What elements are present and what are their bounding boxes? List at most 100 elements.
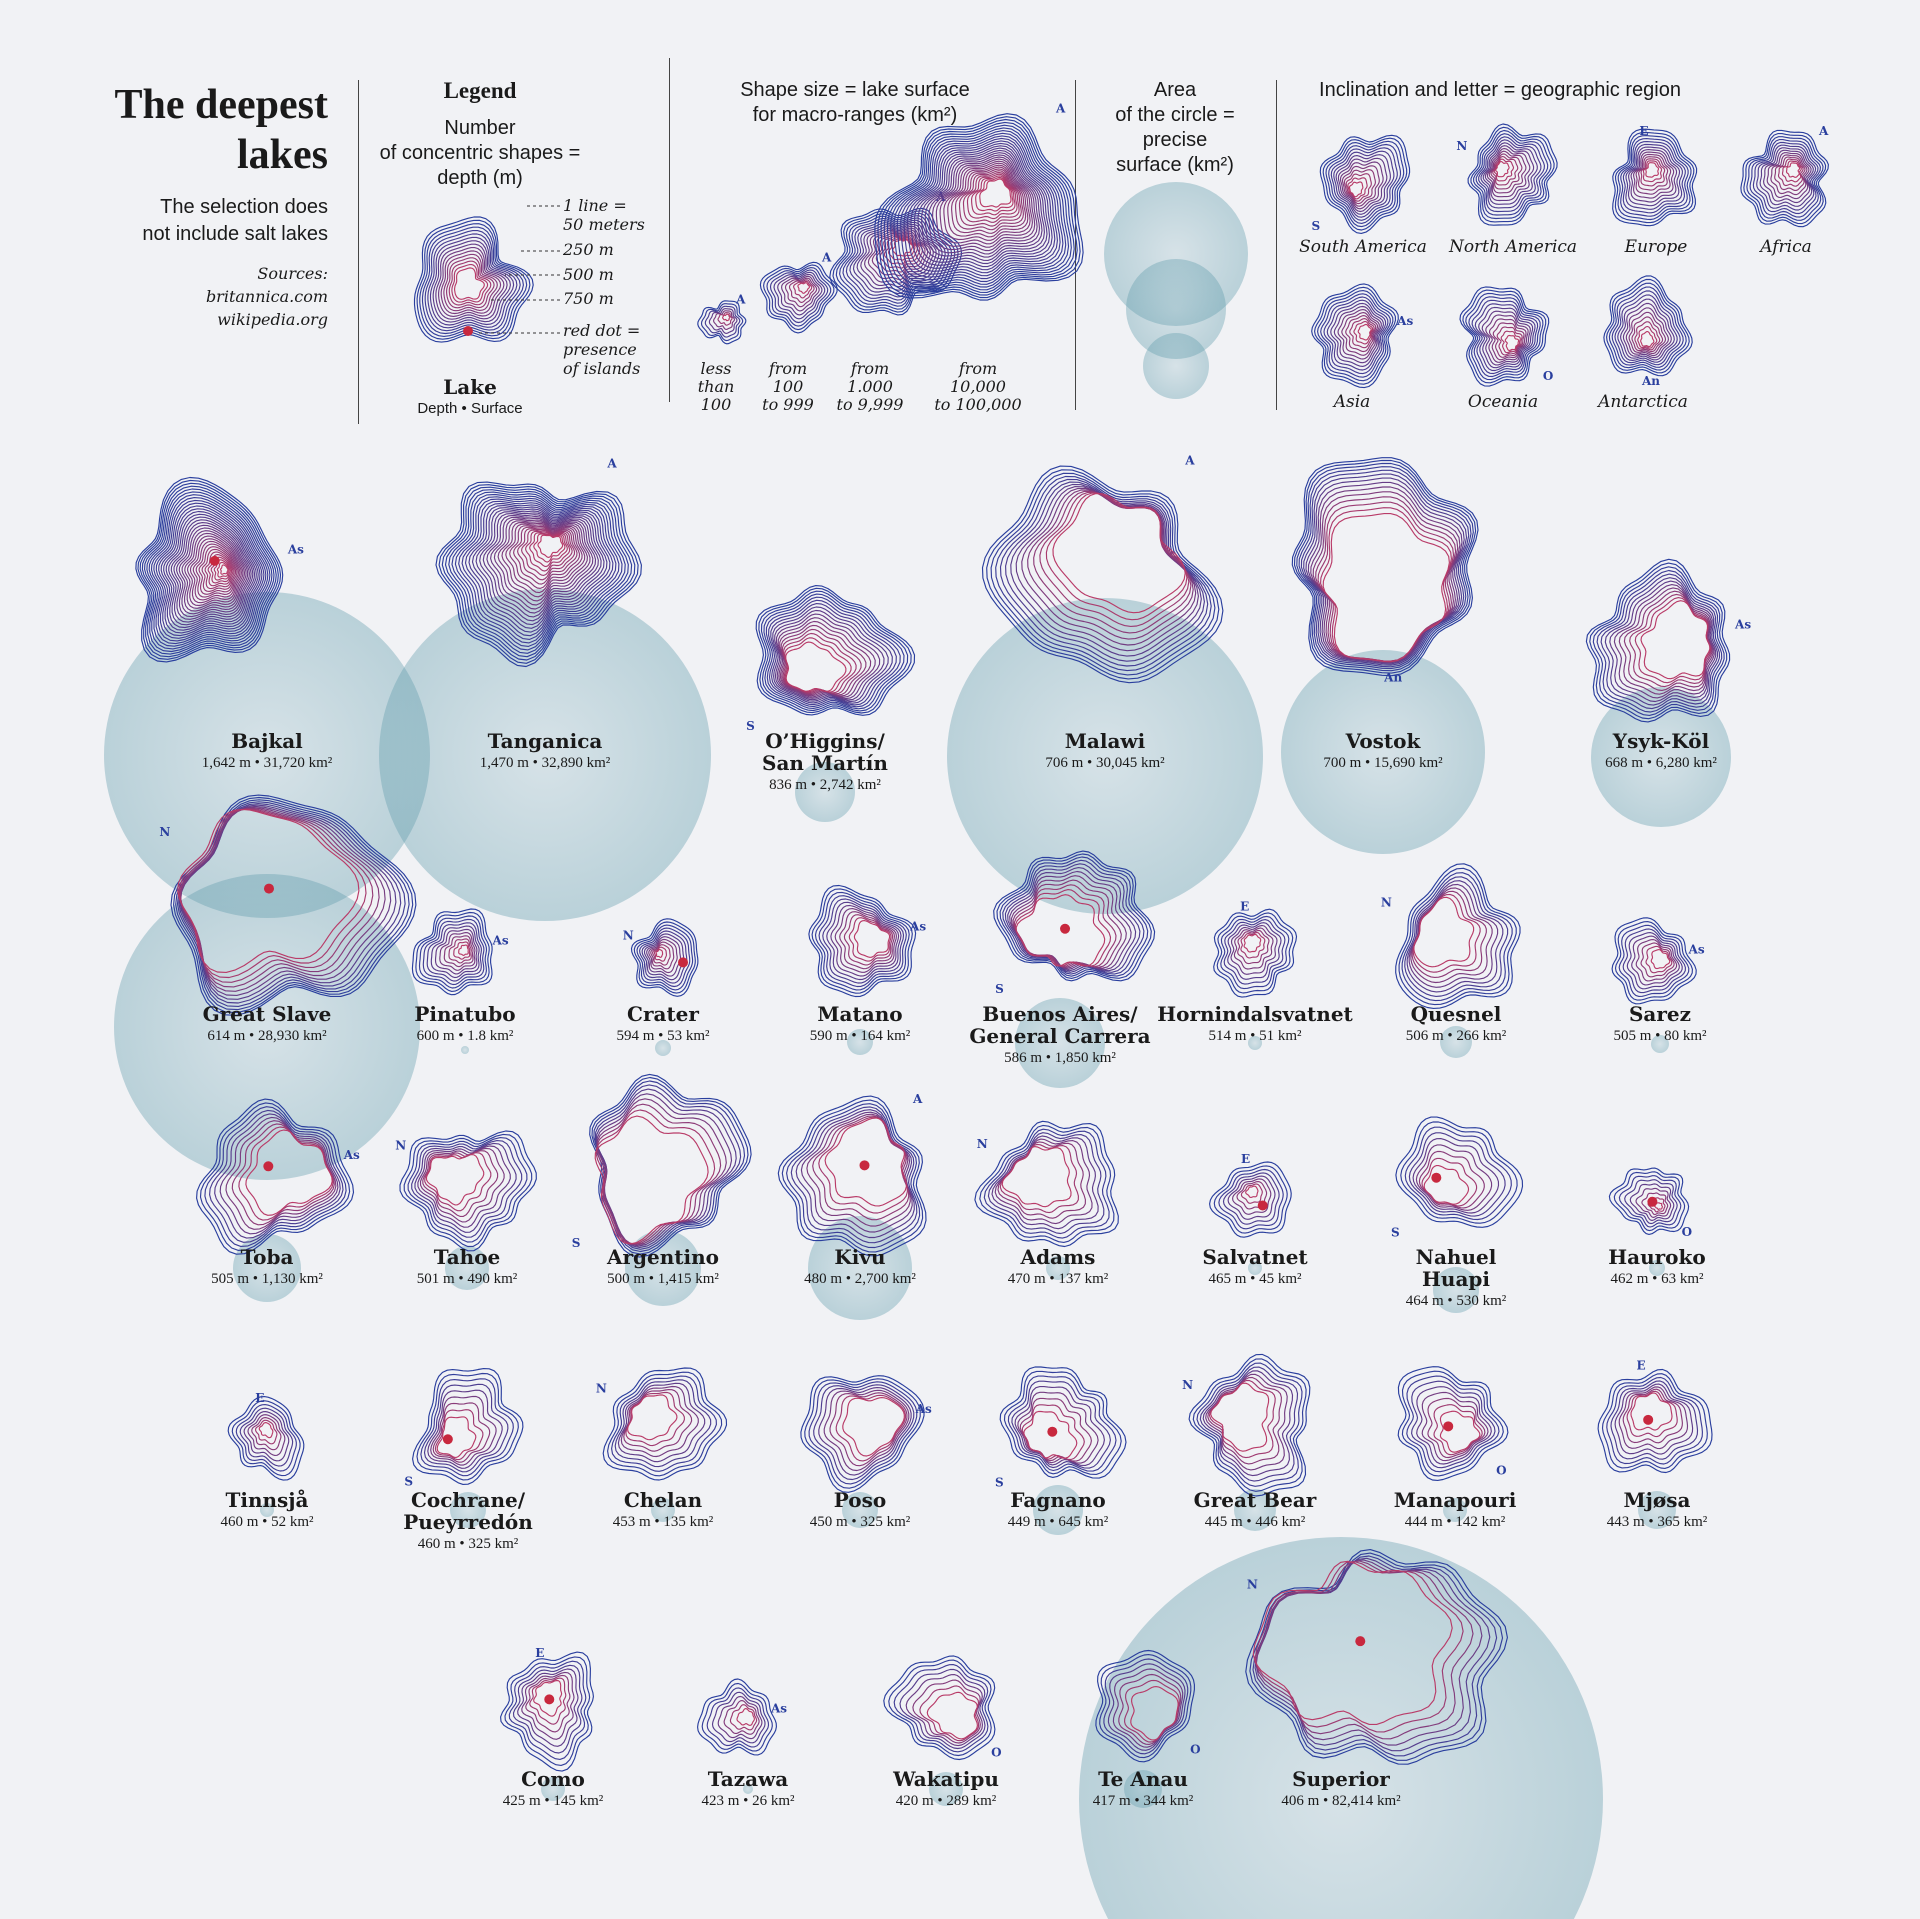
surface-circle-matano	[847, 1029, 873, 1055]
lake-name-line-2: General Carrera	[969, 1024, 1151, 1048]
surface-circle-tanganica	[379, 589, 711, 921]
lake-label-great-slave: Great Slave 614 m • 28,930 km²	[147, 1003, 387, 1047]
region-sample-N: N	[1456, 123, 1558, 226]
region-letter: As	[1688, 942, 1705, 956]
lake-label-tahoe: Tahoe 501 m • 490 km²	[347, 1246, 587, 1290]
sources-label: Sources:	[257, 264, 328, 283]
range-2-l2: 1.000	[847, 377, 893, 396]
region-label-south-america: South America	[1299, 237, 1427, 257]
lake-stats: 425 m • 145 km²	[502, 1793, 604, 1809]
lake-label-buenos-aires: Buenos Aires/General Carrera 586 m • 1,85…	[940, 1003, 1180, 1069]
range-0-l2: than	[697, 377, 735, 396]
lake-shape-o-higgins: S	[746, 585, 916, 733]
range-label: less than 100	[668, 360, 764, 414]
lake-stats: 460 m • 325 km²	[417, 1536, 519, 1552]
region-letter: N	[623, 929, 634, 943]
region-sample-An: An	[1603, 275, 1693, 388]
lake-name: Argentino	[606, 1245, 720, 1269]
region-letter: An	[1383, 671, 1402, 685]
surface-circle-wakatipu	[929, 1772, 963, 1806]
subtitle-line-2: not include salt lakes	[142, 223, 328, 245]
lake-stats: 668 m • 6,280 km²	[1605, 755, 1717, 771]
legend-note-750: 750 m	[563, 289, 614, 308]
region-letter: E	[1240, 899, 1249, 913]
area-line-4: surface (km²)	[1116, 154, 1234, 176]
lake-name: Cochrane/	[410, 1488, 526, 1512]
region-letter: As	[287, 542, 304, 556]
lake-name: Vostok	[1345, 729, 1421, 753]
island-dot	[463, 326, 473, 336]
lake-name: Superior	[1292, 1767, 1390, 1791]
lake-stats: 590 m • 164 km²	[809, 1028, 911, 1044]
divider	[669, 58, 670, 402]
lake-name: Great Slave	[202, 1002, 332, 1026]
region-letter: As	[1734, 617, 1751, 631]
region-letter: N	[1247, 1577, 1258, 1591]
lake-shape-tazawa: As	[697, 1678, 787, 1756]
region-letter: O	[1682, 1225, 1692, 1239]
range-2-l3: to 9,999	[836, 395, 904, 414]
lake-name: Chelan	[623, 1488, 703, 1512]
lake-label-kivu: Kivu 480 m • 2,700 km²	[740, 1246, 980, 1290]
lake-name: Crater	[627, 1002, 699, 1026]
region-label-europe: Europe	[1624, 237, 1688, 257]
range-label: from 10,000 to 100,000	[918, 360, 1038, 414]
lake-stats: 462 m • 63 km²	[1610, 1271, 1704, 1287]
island-dot	[1355, 1636, 1366, 1647]
region-letter: As	[1396, 314, 1413, 328]
surface-circle-vostok	[1281, 650, 1485, 854]
lake-label-sarez: Sarez 505 m • 80 km²	[1540, 1003, 1780, 1047]
region-letter: S	[1311, 219, 1320, 233]
island-dot	[209, 555, 220, 566]
lake-stats: 1,642 m • 31,720 km²	[201, 755, 333, 771]
legend-heading: Legend	[443, 78, 517, 103]
region-letter: S	[404, 1474, 413, 1488]
lake-name: Manapouri	[1393, 1488, 1517, 1512]
lake-shape-malawi: A	[981, 453, 1224, 684]
region-letter: N	[1381, 896, 1392, 910]
region-label-antarctica: Antarctica	[1598, 392, 1688, 412]
legend-note-250: 250 m	[563, 240, 614, 259]
region-sample-E: E	[1612, 124, 1698, 227]
lake-shape-hornindalsvatnet: E	[1213, 899, 1298, 998]
island-dot	[1257, 1200, 1268, 1211]
lake-stats: 417 m • 344 km²	[1092, 1793, 1194, 1809]
region-letter: A	[912, 1092, 923, 1106]
lake-label-great-bear: Great Bear 445 m • 446 km²	[1135, 1489, 1375, 1533]
island-dot	[442, 1434, 453, 1445]
legend-example-label: Lake Depth • Surface	[350, 376, 590, 420]
region-letter: A	[1818, 124, 1829, 138]
surface-circle-bajkal	[104, 592, 430, 918]
lake-label-toba: Toba 505 m • 1,130 km²	[147, 1246, 387, 1290]
lake-name: Toba	[240, 1245, 294, 1269]
lake-stats: 1,470 m • 32,890 km²	[479, 755, 611, 771]
lake-stats: 600 m • 1.8 km²	[416, 1028, 514, 1044]
region-letter: N	[1456, 139, 1467, 153]
surface-circle-chelan	[651, 1498, 675, 1522]
lake-name: O’Higgins/	[765, 729, 885, 753]
regions-heading: Inclination and letter = geographic regi…	[1319, 79, 1681, 101]
lake-name: Poso	[833, 1488, 887, 1512]
lake-label-chelan: Chelan 453 m • 135 km²	[543, 1489, 783, 1533]
island-dot	[1443, 1421, 1454, 1432]
lake-name: Bajkal	[231, 729, 303, 753]
region-letter: A	[606, 456, 617, 470]
island-dot	[1060, 923, 1071, 934]
range-sample-shape: A	[697, 292, 747, 345]
lake-name-line-2: Pueyrredón	[403, 1510, 533, 1534]
surface-circle-como	[541, 1777, 565, 1801]
region-letter: O	[1543, 369, 1553, 383]
surface-circle-o-higgins	[795, 762, 855, 822]
region-letter: S	[1391, 1225, 1400, 1239]
lake-shape-salvatnet: E	[1209, 1152, 1292, 1238]
lake-label-hornindalsvatnet: Hornindalsvatnet 514 m • 51 km²	[1135, 1003, 1375, 1047]
lake-stats: 614 m • 28,930 km²	[207, 1028, 327, 1044]
lake-name: Tanganica	[487, 729, 603, 753]
lake-shape-ysyk-k-l: As	[1585, 558, 1751, 723]
range-3-l2: 10,000	[950, 377, 1006, 396]
lake-name: Buenos Aires/	[982, 1002, 1138, 1026]
island-dot	[1431, 1172, 1442, 1183]
legend-note-dot: red dot = presence of islands	[563, 321, 640, 378]
lake-label-mj-sa: Mjøsa 443 m • 365 km²	[1537, 1489, 1777, 1533]
region-letter: A	[1184, 453, 1195, 467]
